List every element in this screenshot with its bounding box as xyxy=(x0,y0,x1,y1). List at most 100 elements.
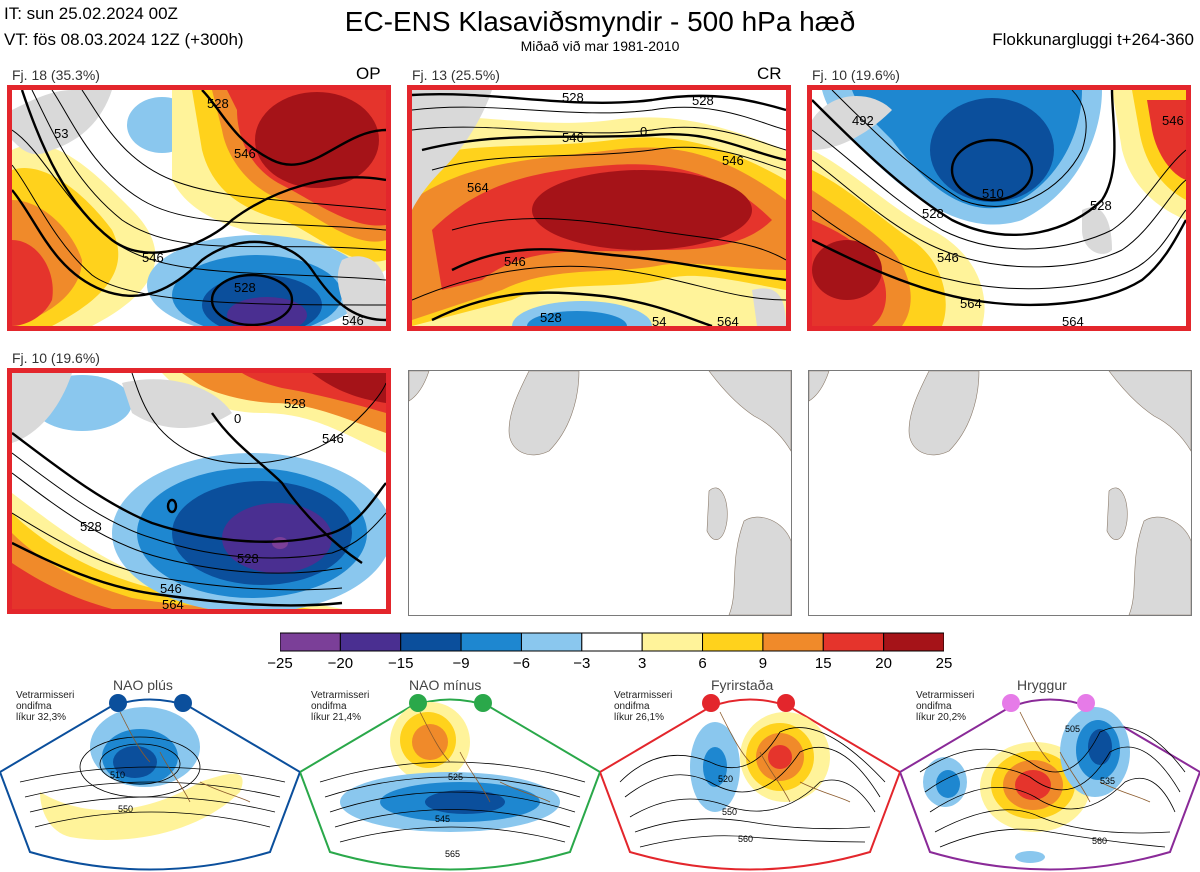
cluster-3-label: Fj. 10 (19.6%) xyxy=(812,67,900,83)
contour-label: 564 xyxy=(960,296,982,311)
contour-label: 546 xyxy=(142,250,164,265)
colorbar-tick-label: −15 xyxy=(387,655,414,672)
colorbar-segment xyxy=(460,632,522,652)
colorbar-tick-label: −3 xyxy=(573,655,591,672)
contour-label: 546 xyxy=(322,431,344,446)
regime-dot xyxy=(174,694,192,712)
colorbar-tick-label: −20 xyxy=(327,655,354,672)
colorbar-segment xyxy=(641,632,704,652)
contour-label: 528 xyxy=(1090,198,1112,213)
colorbar-tick-label: 3 xyxy=(638,655,647,672)
cluster-1-label: Fj. 18 (35.3%) xyxy=(12,67,100,83)
colorbar-segment xyxy=(762,632,824,652)
contour-label: 564 xyxy=(1062,314,1084,326)
contour-label: 546 xyxy=(504,254,526,269)
page-subtitle: Miðað við mar 1981-2010 xyxy=(520,38,680,54)
regime-title: NAO mínus xyxy=(409,677,482,693)
colorbar-tick-label: 9 xyxy=(758,655,768,672)
colorbar-segment xyxy=(702,632,764,652)
contour-label: 528 xyxy=(80,519,102,534)
contour-label: 546 xyxy=(937,250,959,265)
colorbar-segment xyxy=(581,632,643,652)
contour-label: 550 xyxy=(722,807,737,817)
colorbar-tick-label: 25 xyxy=(935,655,953,672)
contour-label: 520 xyxy=(718,774,733,784)
regime-note: Vetrarmisseri ondifma líkur 32,3% xyxy=(16,690,75,723)
cluster-1-tag: OP xyxy=(356,64,381,83)
colorbar-segment xyxy=(822,632,885,652)
contour-label: 546 xyxy=(342,313,364,326)
page-title: EC-ENS Klasaviðsmyndir - 500 hPa hæð xyxy=(344,6,856,37)
valid-time: VT: fös 08.03.2024 12Z (+300h) xyxy=(4,30,244,49)
contour-label: 564 xyxy=(162,597,184,609)
base-map xyxy=(409,371,791,615)
contour-label: 546 xyxy=(160,581,182,596)
regime-map: 510 550 xyxy=(0,694,300,871)
colorbar xyxy=(280,632,944,652)
cluster-1-map: 528 546 546 528 546 53 xyxy=(7,85,391,331)
colorbar-tick-label: −6 xyxy=(512,655,530,672)
regime-nao-plus: 510 550 NAO plús Vetrarmisseri ondifma l… xyxy=(0,672,300,872)
colorbar-tick-label: 15 xyxy=(814,655,832,672)
colorbar-tick-label: 6 xyxy=(698,655,707,672)
contour-label: 560 xyxy=(738,834,753,844)
regime-blocking: 520 550 560 Fyrirstaða Vetrarmisseri ond… xyxy=(600,672,900,872)
cluster-1-anomaly-field: 528 546 546 528 546 53 xyxy=(12,90,386,326)
contour-label: 546 xyxy=(722,153,744,168)
contour-label: 0 xyxy=(234,411,241,426)
contour-label: 528 xyxy=(207,96,229,111)
cluster-2-tag: CR xyxy=(757,64,782,83)
cluster-2-anomaly-field: 528 546 528 546 564 546 528 54 0 564 xyxy=(412,90,786,326)
regime-nao-minus: 525 545 565 NAO mínus Vetrarmisseri ondi… xyxy=(300,672,600,872)
regime-note: Vetrarmisseri ondifma líkur 21,4% xyxy=(311,690,370,723)
contour-label: 0 xyxy=(640,124,647,139)
contour-label: 528 xyxy=(692,93,714,108)
contour-label: 528 xyxy=(284,396,306,411)
regime-dot xyxy=(1077,694,1095,712)
contour-label: 525 xyxy=(448,772,463,782)
regime-dot xyxy=(409,694,427,712)
regime-ridge: 505 535 560 Hryggur Vetrarmisseri ondifm… xyxy=(900,672,1200,872)
regime-note: Vetrarmisseri ondifma líkur 26,1% xyxy=(614,690,673,723)
cluster-3-map: 492 510 528 546 564 564 528 546 xyxy=(807,85,1191,331)
colorbar-segment xyxy=(520,632,583,652)
empty-map-panel-2 xyxy=(808,370,1192,616)
colorbar-tick-label: 20 xyxy=(875,655,892,672)
regime-dot xyxy=(474,694,492,712)
contour-label: 560 xyxy=(1092,836,1107,846)
contour-label: 528 xyxy=(562,90,584,105)
regime-title: Fyrirstaða xyxy=(711,677,774,693)
contour-label: 564 xyxy=(467,180,489,195)
contour-label: 510 xyxy=(982,186,1004,201)
contour-label: 505 xyxy=(1065,724,1080,734)
contour-label: 550 xyxy=(118,804,133,814)
regime-dot xyxy=(1002,694,1020,712)
cluster-4-map: 528 546 564 528 546 528 0 xyxy=(7,368,391,614)
regime-map: 520 550 560 xyxy=(600,694,900,871)
contour-label: 528 xyxy=(237,551,259,566)
regime-map: 505 535 560 xyxy=(900,694,1200,871)
cluster-3-anomaly-field: 492 510 528 546 564 564 528 546 xyxy=(812,90,1186,326)
contour-label: 565 xyxy=(445,849,460,859)
regime-dot xyxy=(109,694,127,712)
regime-dot xyxy=(702,694,720,712)
empty-map-panel-1 xyxy=(408,370,792,616)
contour-label: 53 xyxy=(54,126,68,141)
regime-title: NAO plús xyxy=(113,677,173,693)
regime-note: Vetrarmisseri ondifma líkur 20,2% xyxy=(916,690,975,723)
cluster-2-map: 528 546 528 546 564 546 528 54 0 564 xyxy=(407,85,791,331)
contour-label: 528 xyxy=(540,310,562,325)
contour-label: 564 xyxy=(717,314,739,326)
regime-title: Hryggur xyxy=(1017,677,1067,693)
contour-label: 54 xyxy=(652,314,666,326)
colorbar-segment xyxy=(339,632,402,652)
classification-window: Flokkunargluggi t+264-360 xyxy=(992,30,1194,49)
cluster-4-label: Fj. 10 (19.6%) xyxy=(12,350,100,366)
contour-label: 510 xyxy=(110,770,125,780)
contour-label: 535 xyxy=(1100,776,1115,786)
cluster-4-anomaly-field: 528 546 564 528 546 528 0 xyxy=(12,373,386,609)
colorbar-tick-label: −25 xyxy=(267,655,293,672)
regime-dot xyxy=(777,694,795,712)
contour-label: 545 xyxy=(435,814,450,824)
colorbar-segment xyxy=(400,632,462,652)
